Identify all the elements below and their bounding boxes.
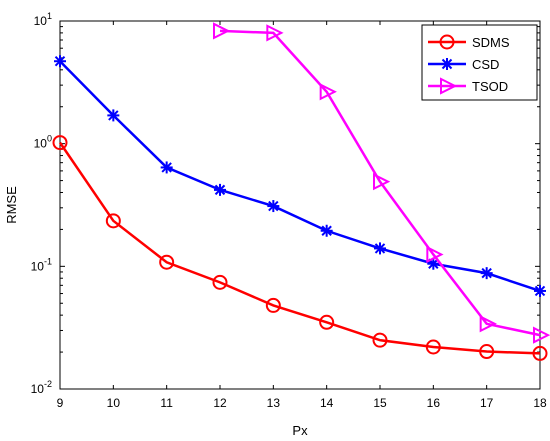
data-point-tsod — [319, 83, 337, 101]
legend-marker-sdms — [439, 34, 455, 50]
series-sdms — [52, 135, 548, 361]
data-point-csd — [320, 224, 333, 237]
series-line-tsod — [219, 29, 541, 337]
data-point-sdms — [425, 339, 441, 355]
data-point-sdms — [372, 332, 388, 348]
data-point-tsod — [213, 22, 231, 40]
series-line-sdms — [58, 141, 541, 355]
data-point-tsod — [266, 24, 284, 42]
x-tick-label: 9 — [57, 396, 64, 410]
data-point-sdms — [265, 297, 281, 313]
data-point-tsod — [426, 245, 444, 264]
y-tick-label: 10-2 — [31, 379, 52, 396]
legend: SDMS CSD TSOD — [421, 24, 538, 101]
data-point-csd — [54, 55, 66, 68]
x-tick-label: 15 — [373, 396, 387, 410]
data-point-sdms — [52, 135, 68, 151]
data-point-tsod — [373, 173, 391, 191]
y-tick-label: 101 — [34, 11, 52, 28]
data-point-tsod — [479, 315, 497, 333]
x-tick-label: 11 — [160, 396, 173, 410]
data-point-sdms — [159, 254, 175, 270]
data-point-csd — [480, 267, 493, 280]
legend-label-tsod: TSOD — [472, 79, 508, 94]
data-point-sdms — [212, 274, 228, 290]
x-tick-label: 13 — [267, 396, 281, 410]
series-csd — [54, 55, 546, 297]
y-tick-label: 10-1 — [31, 256, 52, 273]
data-point-tsod — [533, 326, 550, 344]
y-tick-label: 100 — [34, 134, 52, 151]
data-point-sdms — [319, 314, 335, 330]
x-tick-label: 16 — [427, 396, 441, 410]
legend-marker-csd — [441, 58, 453, 70]
data-point-csd — [267, 200, 280, 213]
x-tick-label: 12 — [213, 396, 227, 410]
legend-entry-tsod: TSOD — [428, 77, 508, 95]
legend-label-sdms: SDMS — [472, 35, 510, 50]
axis-ticks: 9 10 11 12 13 14 15 16 17 18 10-2 10-1 100 101 — [31, 11, 547, 410]
legend-entry-csd: CSD — [428, 57, 499, 72]
data-point-sdms — [105, 213, 121, 229]
series-layer — [52, 22, 550, 361]
x-tick-label: 17 — [480, 396, 494, 410]
series-line-csd — [59, 60, 541, 293]
data-point-csd — [534, 284, 546, 297]
data-point-sdms — [479, 344, 495, 360]
data-point-csd — [107, 109, 120, 122]
data-point-csd — [214, 183, 226, 196]
x-tick-label: 10 — [107, 396, 121, 410]
x-tick-label: 18 — [533, 396, 547, 410]
data-point-sdms — [532, 345, 548, 361]
legend-marker-tsod — [440, 77, 458, 95]
x-tick-label: 14 — [320, 396, 334, 410]
y-axis-label: RMSE — [4, 186, 19, 224]
data-point-csd — [160, 161, 173, 174]
data-point-csd — [374, 242, 386, 255]
series-tsod — [213, 22, 550, 344]
x-axis-label: Px — [292, 423, 308, 438]
legend-label-csd: CSD — [472, 57, 499, 72]
legend-entry-sdms: SDMS — [428, 34, 510, 50]
